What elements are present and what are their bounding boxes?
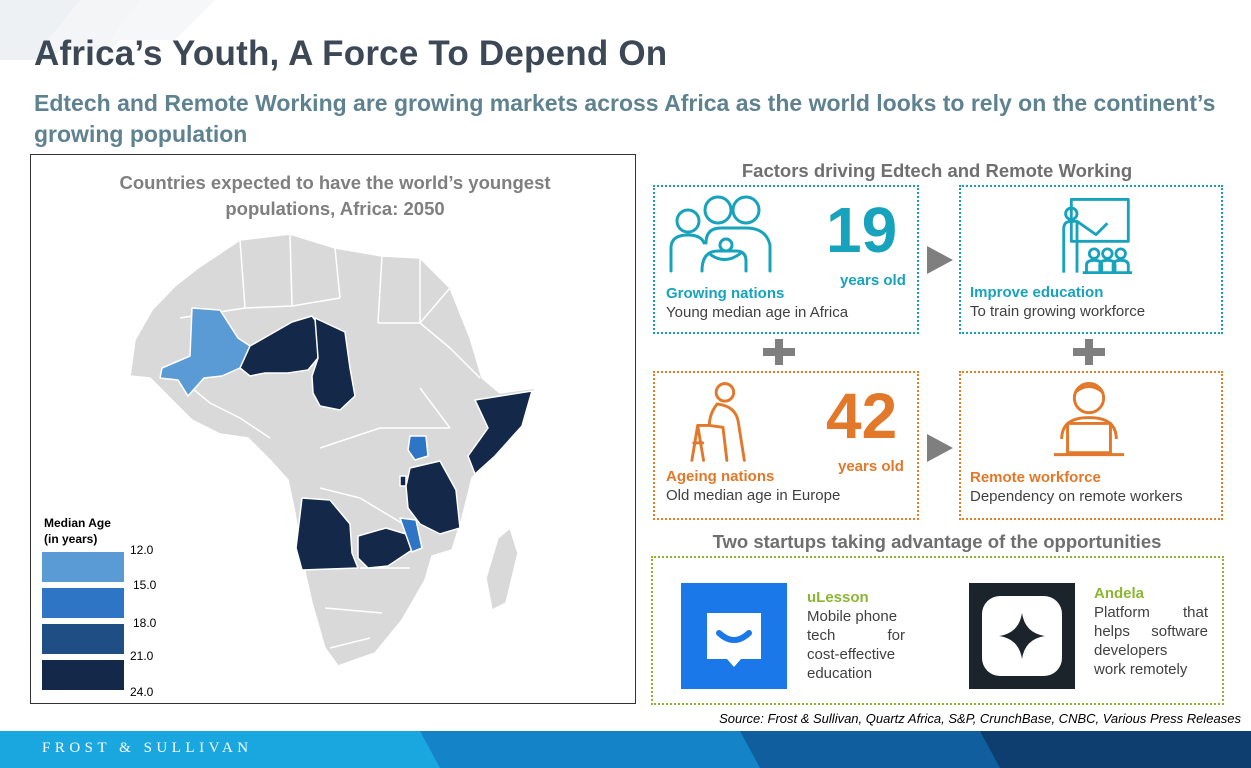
ulesson-logo [681, 583, 787, 689]
remote-workforce-desc: Dependency on remote workers [970, 488, 1183, 505]
legend-tick: 12.0 [130, 543, 154, 557]
map-title: Countries expected to have the world’s y… [70, 170, 600, 222]
family-icon [669, 195, 772, 273]
ageing-nations-desc: Old median age in Europe [666, 487, 841, 504]
desc-line: cost-effective [807, 646, 896, 663]
country-tanzania [405, 460, 461, 535]
improve-education-label: Improve education [970, 284, 1104, 301]
map-title-line2: populations, Africa: 2050 [225, 198, 445, 219]
map-panel [30, 154, 636, 704]
improve-education-desc: To train growing workforce [970, 303, 1146, 320]
country-zambia [357, 527, 413, 569]
desc-line: work remotely [1094, 661, 1188, 678]
map-title-line1: Countries expected to have the world’s y… [119, 172, 551, 193]
footer-bar [0, 731, 1251, 768]
ageing-nations-label: Ageing nations [666, 468, 775, 485]
desc-line: education [807, 665, 873, 682]
growing-nations-desc: Young median age in Africa [666, 304, 849, 321]
source-note: Source: Frost & Sullivan, Quartz Africa,… [719, 711, 1241, 726]
legend-swatch-4 [42, 660, 124, 690]
startup-desc-ulesson: Mobile phone tech for cost-effective edu… [807, 607, 905, 683]
desc-line: Mobile phone [807, 608, 898, 625]
andela-logo [969, 583, 1075, 689]
legend-title-line2: (in years) [44, 532, 98, 546]
country-burundi [399, 475, 407, 487]
country-malawi [399, 517, 423, 553]
startups-panel [651, 556, 1224, 705]
growing-nations-label: Growing nations [666, 285, 785, 302]
legend-tick: 21.0 [130, 649, 154, 663]
country-mali [159, 307, 251, 397]
desc-line: tech for [807, 627, 905, 644]
startup-name-andela: Andela [1094, 585, 1145, 602]
legend-tick: 15.0 [133, 578, 157, 592]
madagascar [485, 527, 519, 611]
africa-map [129, 233, 536, 667]
legend-swatch-2 [42, 588, 124, 618]
startup-desc-andela: Platform that helps software developers … [1094, 603, 1208, 679]
legend-title: Median Age (in years) [44, 515, 111, 547]
legend-swatch-3 [42, 624, 124, 654]
startups-heading: Two startups taking advantage of the opp… [712, 531, 1162, 552]
arrow-right-icon [927, 434, 953, 462]
growing-nations-number: 19 [826, 194, 898, 266]
page-subtitle: Edtech and Remote Working are growing ma… [34, 90, 1216, 147]
remote-workforce-label: Remote workforce [970, 469, 1101, 486]
desc-line: helps software [1094, 623, 1208, 640]
country-chad [311, 317, 356, 411]
legend-swatch-1 [42, 552, 124, 582]
ageing-nations-card [653, 371, 919, 520]
legend-tick: 24.0 [130, 685, 154, 699]
country-uganda [407, 435, 429, 461]
legend-tick: 18.0 [133, 616, 157, 630]
desc-line: Platform that [1094, 604, 1208, 621]
factors-heading: Factors driving Edtech and Remote Workin… [741, 160, 1133, 181]
remote-worker-icon [1053, 381, 1125, 457]
plus-icon [1073, 339, 1105, 365]
improve-education-card [959, 185, 1223, 334]
growing-nations-unit: years old [840, 272, 906, 289]
arrow-right-icon [927, 246, 953, 274]
legend-title-line1: Median Age [44, 516, 111, 530]
teacher-icon [1062, 198, 1133, 275]
elderly-walker-icon [690, 382, 746, 462]
country-niger [239, 315, 319, 377]
frost-sullivan-logo: FROST & SULLIVAN [42, 740, 253, 756]
country-somalia [467, 390, 533, 475]
remote-workforce-card [959, 371, 1223, 520]
page-title: Africa’s Youth, A Force To Depend On [34, 34, 668, 73]
desc-line: developers [1094, 642, 1168, 659]
growing-nations-card [653, 185, 919, 334]
corner-decoration [0, 0, 215, 60]
ageing-nations-unit: years old [838, 458, 904, 475]
plus-icon [763, 339, 795, 365]
country-angola [295, 497, 359, 571]
startup-name-ulesson: uLesson [807, 589, 869, 606]
ageing-nations-number: 42 [826, 380, 898, 452]
